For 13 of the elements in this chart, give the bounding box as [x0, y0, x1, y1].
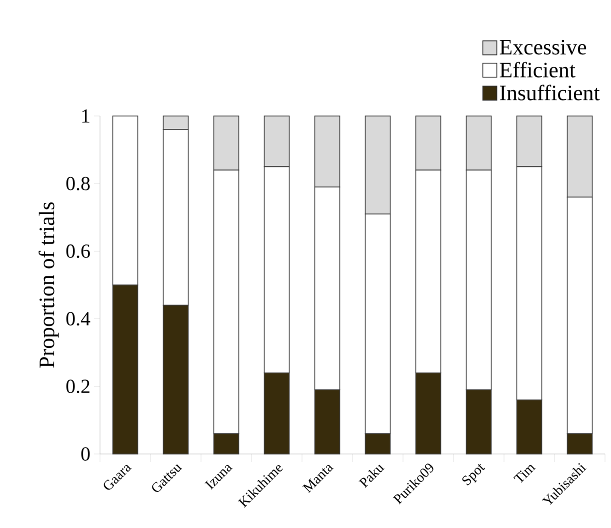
y-axis-title: Proportion of trials — [38, 202, 59, 368]
y-tick-label: 0.4 — [66, 312, 90, 326]
legend-label: Excessive — [500, 40, 586, 55]
x-tick-label: Paku — [358, 464, 384, 488]
x-tick-label: Spot — [462, 464, 486, 486]
y-tick-label: 0.2 — [66, 380, 90, 394]
y-tick-label: 0 — [81, 447, 90, 461]
y-tick-label: 0.8 — [66, 176, 90, 190]
x-tick-label: Tim — [513, 464, 536, 483]
legend-label: Insufficient — [500, 84, 600, 100]
y-tick-label: 1 — [82, 109, 90, 123]
legend-label: Efficient — [500, 62, 576, 78]
y-tick-label: 0.6 — [66, 244, 90, 258]
